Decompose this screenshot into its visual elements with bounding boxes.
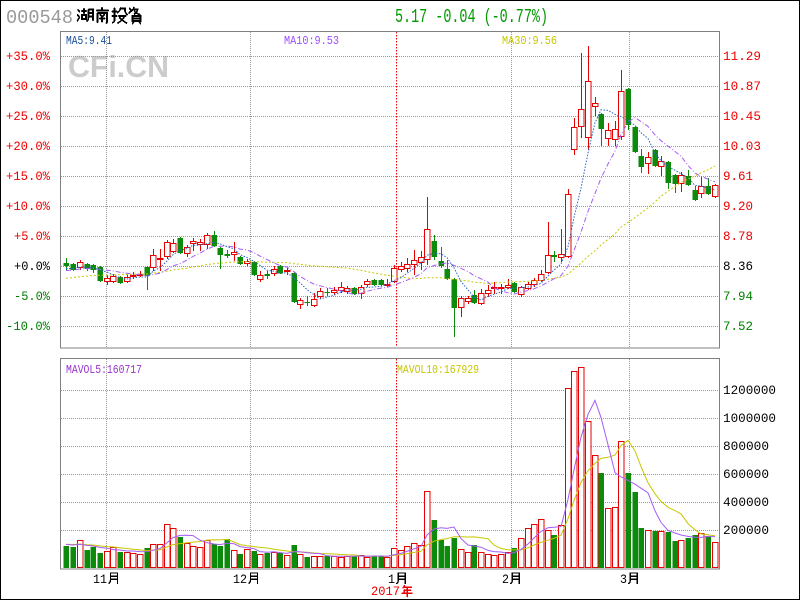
svg-text:+5.0%: +5.0% — [14, 229, 50, 244]
svg-text:000548: 000548 — [6, 7, 73, 29]
svg-text:7.94: 7.94 — [723, 289, 753, 304]
svg-text:+35.0%: +35.0% — [6, 49, 50, 64]
svg-text:11: 11 — [93, 572, 107, 587]
svg-text:CFi.CN: CFi.CN — [68, 49, 169, 84]
svg-text:+0.0%: +0.0% — [14, 259, 50, 274]
svg-text:1: 1 — [388, 572, 395, 587]
svg-text:+15.0%: +15.0% — [6, 169, 50, 184]
svg-text:MA10:9.53: MA10:9.53 — [284, 34, 339, 48]
svg-text:1200000: 1200000 — [723, 383, 776, 398]
svg-text:MAVOL10:167929: MAVOL10:167929 — [397, 363, 479, 377]
svg-text:1000000: 1000000 — [723, 411, 776, 426]
svg-text:MA5:9.41: MA5:9.41 — [66, 34, 112, 48]
svg-text:+20.0%: +20.0% — [6, 139, 50, 154]
svg-text:10.87: 10.87 — [723, 79, 761, 94]
svg-text:3: 3 — [620, 572, 627, 587]
svg-text:2: 2 — [502, 572, 509, 587]
svg-text:-5.0%: -5.0% — [14, 289, 50, 304]
svg-text:10.45: 10.45 — [723, 109, 761, 124]
svg-text:MAVOL5:160717: MAVOL5:160717 — [66, 363, 142, 377]
svg-text:12: 12 — [233, 572, 247, 587]
svg-text:600000: 600000 — [723, 467, 769, 482]
svg-text:9.61: 9.61 — [723, 169, 753, 184]
svg-text:+25.0%: +25.0% — [6, 109, 50, 124]
svg-text:+30.0%: +30.0% — [6, 79, 50, 94]
svg-text:5.17 -0.04 (-0.77%): 5.17 -0.04 (-0.77%) — [395, 6, 548, 28]
svg-text:-10.0%: -10.0% — [6, 319, 50, 334]
svg-text:11.29: 11.29 — [723, 49, 761, 64]
svg-text:7.52: 7.52 — [723, 319, 753, 334]
svg-text:10.03: 10.03 — [723, 139, 761, 154]
svg-text:8.36: 8.36 — [723, 259, 753, 274]
svg-text:+10.0%: +10.0% — [6, 199, 50, 214]
svg-text:2017: 2017 — [371, 584, 400, 599]
svg-text:MA30:9.56: MA30:9.56 — [502, 34, 557, 48]
svg-text:200000: 200000 — [723, 523, 769, 538]
svg-text:8.78: 8.78 — [723, 229, 753, 244]
svg-text:800000: 800000 — [723, 439, 769, 454]
svg-text:400000: 400000 — [723, 495, 769, 510]
svg-text:9.20: 9.20 — [723, 199, 753, 214]
